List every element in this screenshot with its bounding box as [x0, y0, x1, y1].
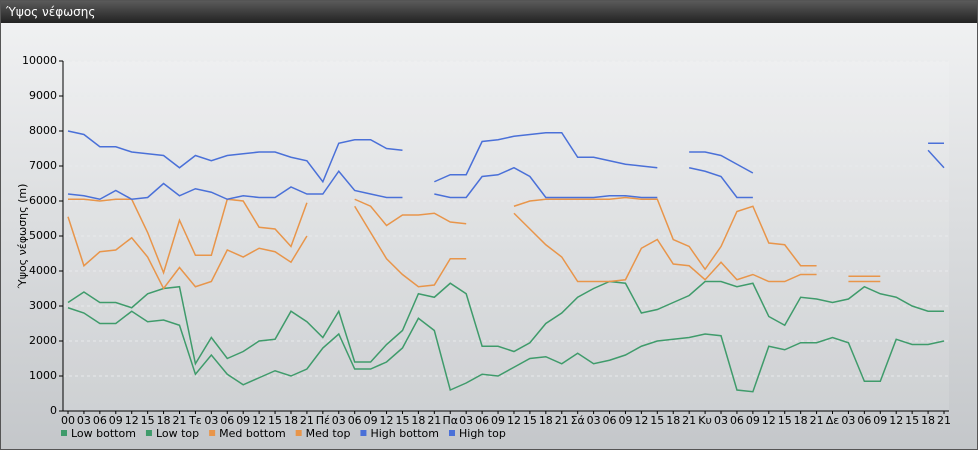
y-tick-label: 7000 — [29, 159, 57, 172]
y-tick-label: 6000 — [29, 194, 57, 207]
x-tick-label: 03 — [841, 414, 855, 427]
x-tick-label: 15 — [268, 414, 282, 427]
x-tick-label: 21 — [682, 414, 696, 427]
x-tick-label: 12 — [762, 414, 776, 427]
x-tick-label: 03 — [459, 414, 473, 427]
legend-label: Med bottom — [219, 427, 286, 440]
y-tick-label: 10000 — [22, 54, 57, 67]
series-line — [68, 196, 881, 277]
x-tick-label: 00 — [61, 414, 75, 427]
x-tick-label: 18 — [539, 414, 553, 427]
x-tick-label: 12 — [380, 414, 394, 427]
x-tick-label: 03 — [204, 414, 218, 427]
x-tick-label: Σά — [571, 414, 585, 427]
y-tick-label: 5000 — [29, 229, 57, 242]
legend-swatch — [449, 430, 455, 436]
x-tick-label: 21 — [810, 414, 824, 427]
x-tick-label: 03 — [332, 414, 346, 427]
legend-swatch — [360, 430, 367, 436]
x-tick-label: Δε — [826, 414, 840, 427]
x-tick-label: 09 — [491, 414, 505, 427]
x-tick-label: 09 — [109, 414, 123, 427]
x-tick-label: 15 — [395, 414, 409, 427]
y-tick-label: 2000 — [29, 334, 57, 347]
x-tick-label: 09 — [873, 414, 887, 427]
x-tick-label: 12 — [634, 414, 648, 427]
x-tick-label: 06 — [475, 414, 489, 427]
x-tick-label: Πα — [442, 414, 458, 427]
y-tick-label: 1000 — [29, 369, 57, 382]
x-tick-label: 06 — [730, 414, 744, 427]
x-tick-label: 18 — [284, 414, 298, 427]
legend-swatch — [295, 430, 302, 436]
x-tick-label: 12 — [889, 414, 903, 427]
chart: 0 1000 2000 3000 4000 5000 6000 7000 8000 9000 100… — [16, 54, 951, 440]
x-tick-label: Τε — [188, 414, 202, 427]
x-tick-label: 06 — [603, 414, 617, 427]
x-tick-label: 21 — [172, 414, 186, 427]
x-tick-label: 06 — [220, 414, 234, 427]
x-tick-label: 18 — [666, 414, 680, 427]
x-tick-label: 12 — [125, 414, 139, 427]
x-tick-label: 15 — [778, 414, 792, 427]
x-tick-label: 06 — [348, 414, 362, 427]
legend-label: High top — [459, 427, 506, 440]
x-tick-label: 03 — [714, 414, 728, 427]
x-tick-label: 15 — [650, 414, 664, 427]
y-tick-label: 4000 — [29, 264, 57, 277]
series-line — [67, 130, 944, 184]
x-tick-label: 21 — [427, 414, 441, 427]
x-tick-label: 18 — [794, 414, 808, 427]
x-tick-label: 21 — [937, 414, 951, 427]
x-tick-label: 18 — [157, 414, 171, 427]
legend-label: High bottom — [370, 427, 439, 440]
x-tick-label: 06 — [857, 414, 871, 427]
series-line — [67, 205, 881, 290]
x-tick-label: 21 — [300, 414, 314, 427]
y-tick-label: 8000 — [29, 124, 57, 137]
legend-label: Low bottom — [71, 427, 136, 440]
x-tick-label: Κυ — [698, 414, 712, 427]
x-tick-label: 09 — [236, 414, 250, 427]
x-tick-label: 15 — [523, 414, 537, 427]
x-tick-label: Πέ — [316, 414, 330, 427]
x-tick-label: 18 — [411, 414, 425, 427]
y-axis-label: Ύψος νέφωσης (m) — [16, 184, 29, 290]
x-tick-label: 09 — [364, 414, 378, 427]
y-tick-label: 3000 — [29, 299, 57, 312]
legend-label: Low top — [156, 427, 199, 440]
series-line — [67, 307, 945, 393]
x-tick-label: 09 — [746, 414, 760, 427]
legend-swatch — [61, 430, 67, 436]
x-tick-label: 12 — [252, 414, 266, 427]
x-tick-label: 03 — [587, 414, 601, 427]
x-tick-label: 06 — [93, 414, 107, 427]
x-tick-label: 12 — [507, 414, 521, 427]
series-line — [67, 149, 945, 201]
legend-label: Med top — [306, 427, 351, 440]
x-tick-label: 15 — [141, 414, 155, 427]
x-tick-label: 15 — [905, 414, 919, 427]
x-tick-label: 03 — [77, 414, 91, 427]
x-tick-label: 18 — [921, 414, 935, 427]
y-tick-label: 9000 — [29, 89, 57, 102]
legend-swatch — [209, 430, 216, 436]
x-tick-label: 09 — [618, 414, 632, 427]
title-bar: Ύψος νέφωσης — [1, 1, 977, 23]
series-line — [67, 280, 944, 366]
x-tick-label: 21 — [555, 414, 569, 427]
y-tick-label: 0 — [50, 404, 57, 417]
legend-swatch — [145, 430, 152, 436]
